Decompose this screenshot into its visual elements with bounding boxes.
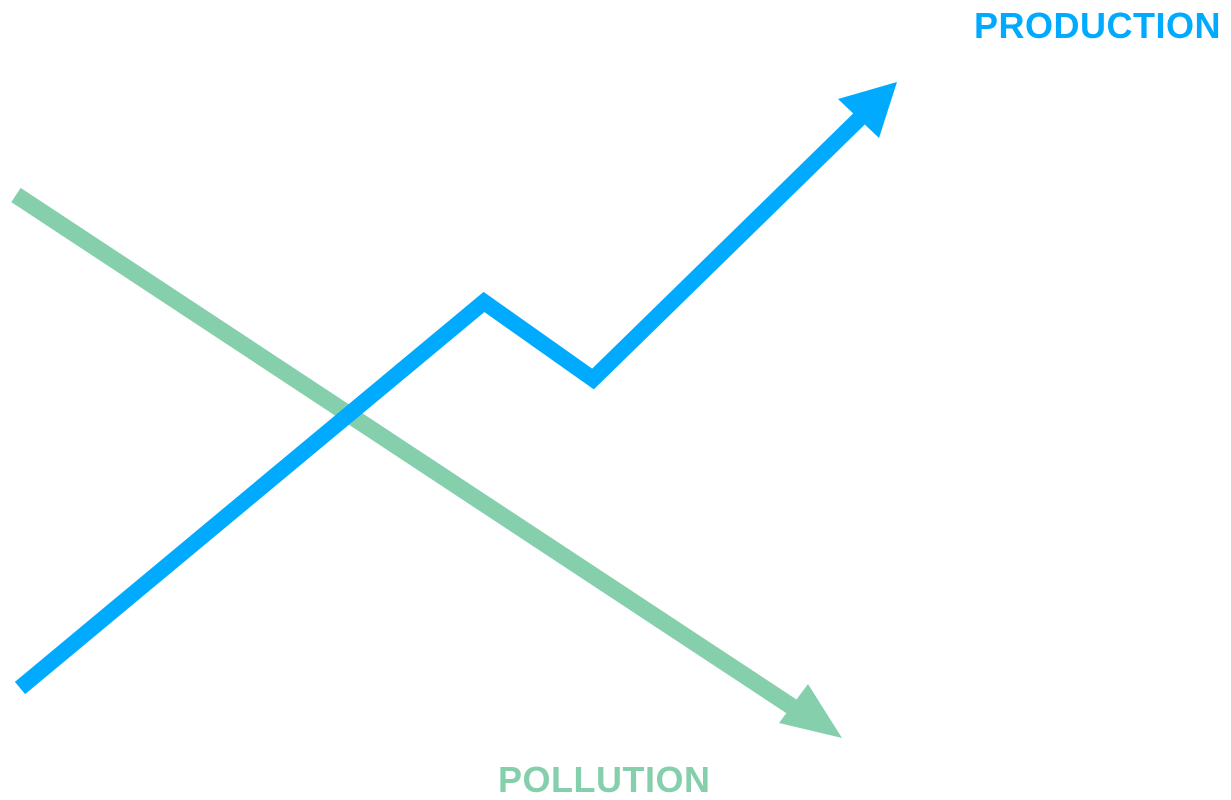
production-label: PRODUCTION (974, 5, 1221, 46)
production-arrow (14, 82, 897, 695)
pollution-arrow-shaft (11, 187, 805, 720)
production-arrow-shaft (14, 112, 866, 695)
pollution-arrow (11, 187, 842, 738)
production-arrowhead (838, 82, 897, 138)
pollution-label: POLLUTION (498, 759, 711, 800)
pollution-arrowhead (779, 684, 842, 738)
